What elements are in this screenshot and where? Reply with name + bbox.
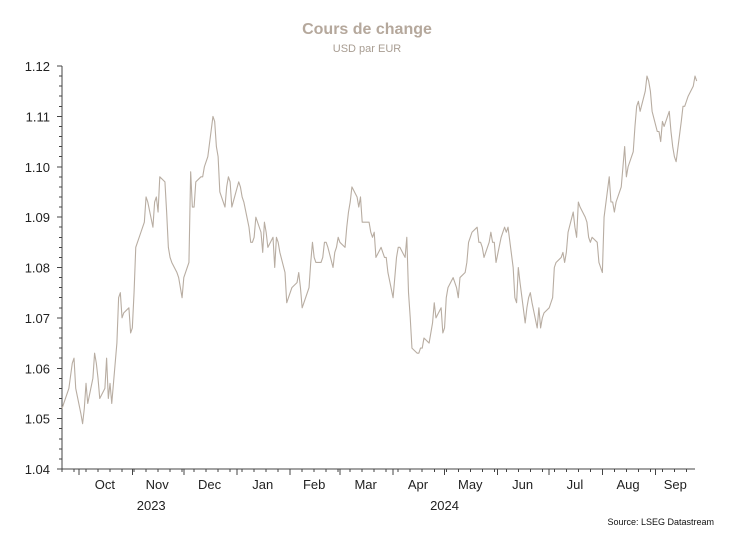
x-month-label: Jan [252, 477, 273, 492]
y-tick-label: 1.06 [25, 361, 50, 376]
x-year-label: 2024 [430, 498, 459, 513]
x-month-label: Apr [408, 477, 429, 492]
x-month-label: Sep [664, 477, 687, 492]
x-month-label: Jun [512, 477, 533, 492]
x-month-label: Oct [95, 477, 116, 492]
x-month-label: May [458, 477, 483, 492]
x-month-label: Aug [617, 477, 640, 492]
x-axis: Oct Nov Dec Jan Feb Mar Apr May Jun Jul Aug Sep 2023… [61, 468, 695, 513]
y-tick-label: 1.11 [26, 109, 50, 124]
plot-area [61, 75, 698, 425]
x-month-label: Dec [198, 477, 222, 492]
chart-title: Cours de change [302, 21, 432, 38]
y-tick-label: 1.09 [25, 210, 50, 225]
y-tick-label: 1.12 [25, 59, 50, 74]
y-tick-label: 1.10 [25, 160, 50, 175]
chart-subtitle: USD par EUR [333, 43, 402, 55]
x-year-label: 2023 [137, 498, 166, 513]
series-line [61, 75, 698, 425]
x-month-label: Feb [303, 477, 325, 492]
y-tick-label: 1.08 [25, 261, 50, 276]
y-axis: 1.04 1.05 1.06 1.07 1.08 1.09 1.10 1.11 1.12 [25, 59, 63, 477]
x-month-label: Mar [354, 477, 377, 492]
source-note: Source: LSEG Datastream [607, 517, 714, 527]
y-tick-label: 1.05 [25, 412, 50, 427]
y-tick-label: 1.07 [25, 311, 50, 326]
x-month-label: Nov [146, 477, 170, 492]
x-month-label: Jul [567, 477, 584, 492]
y-tick-label: 1.04 [25, 462, 50, 477]
